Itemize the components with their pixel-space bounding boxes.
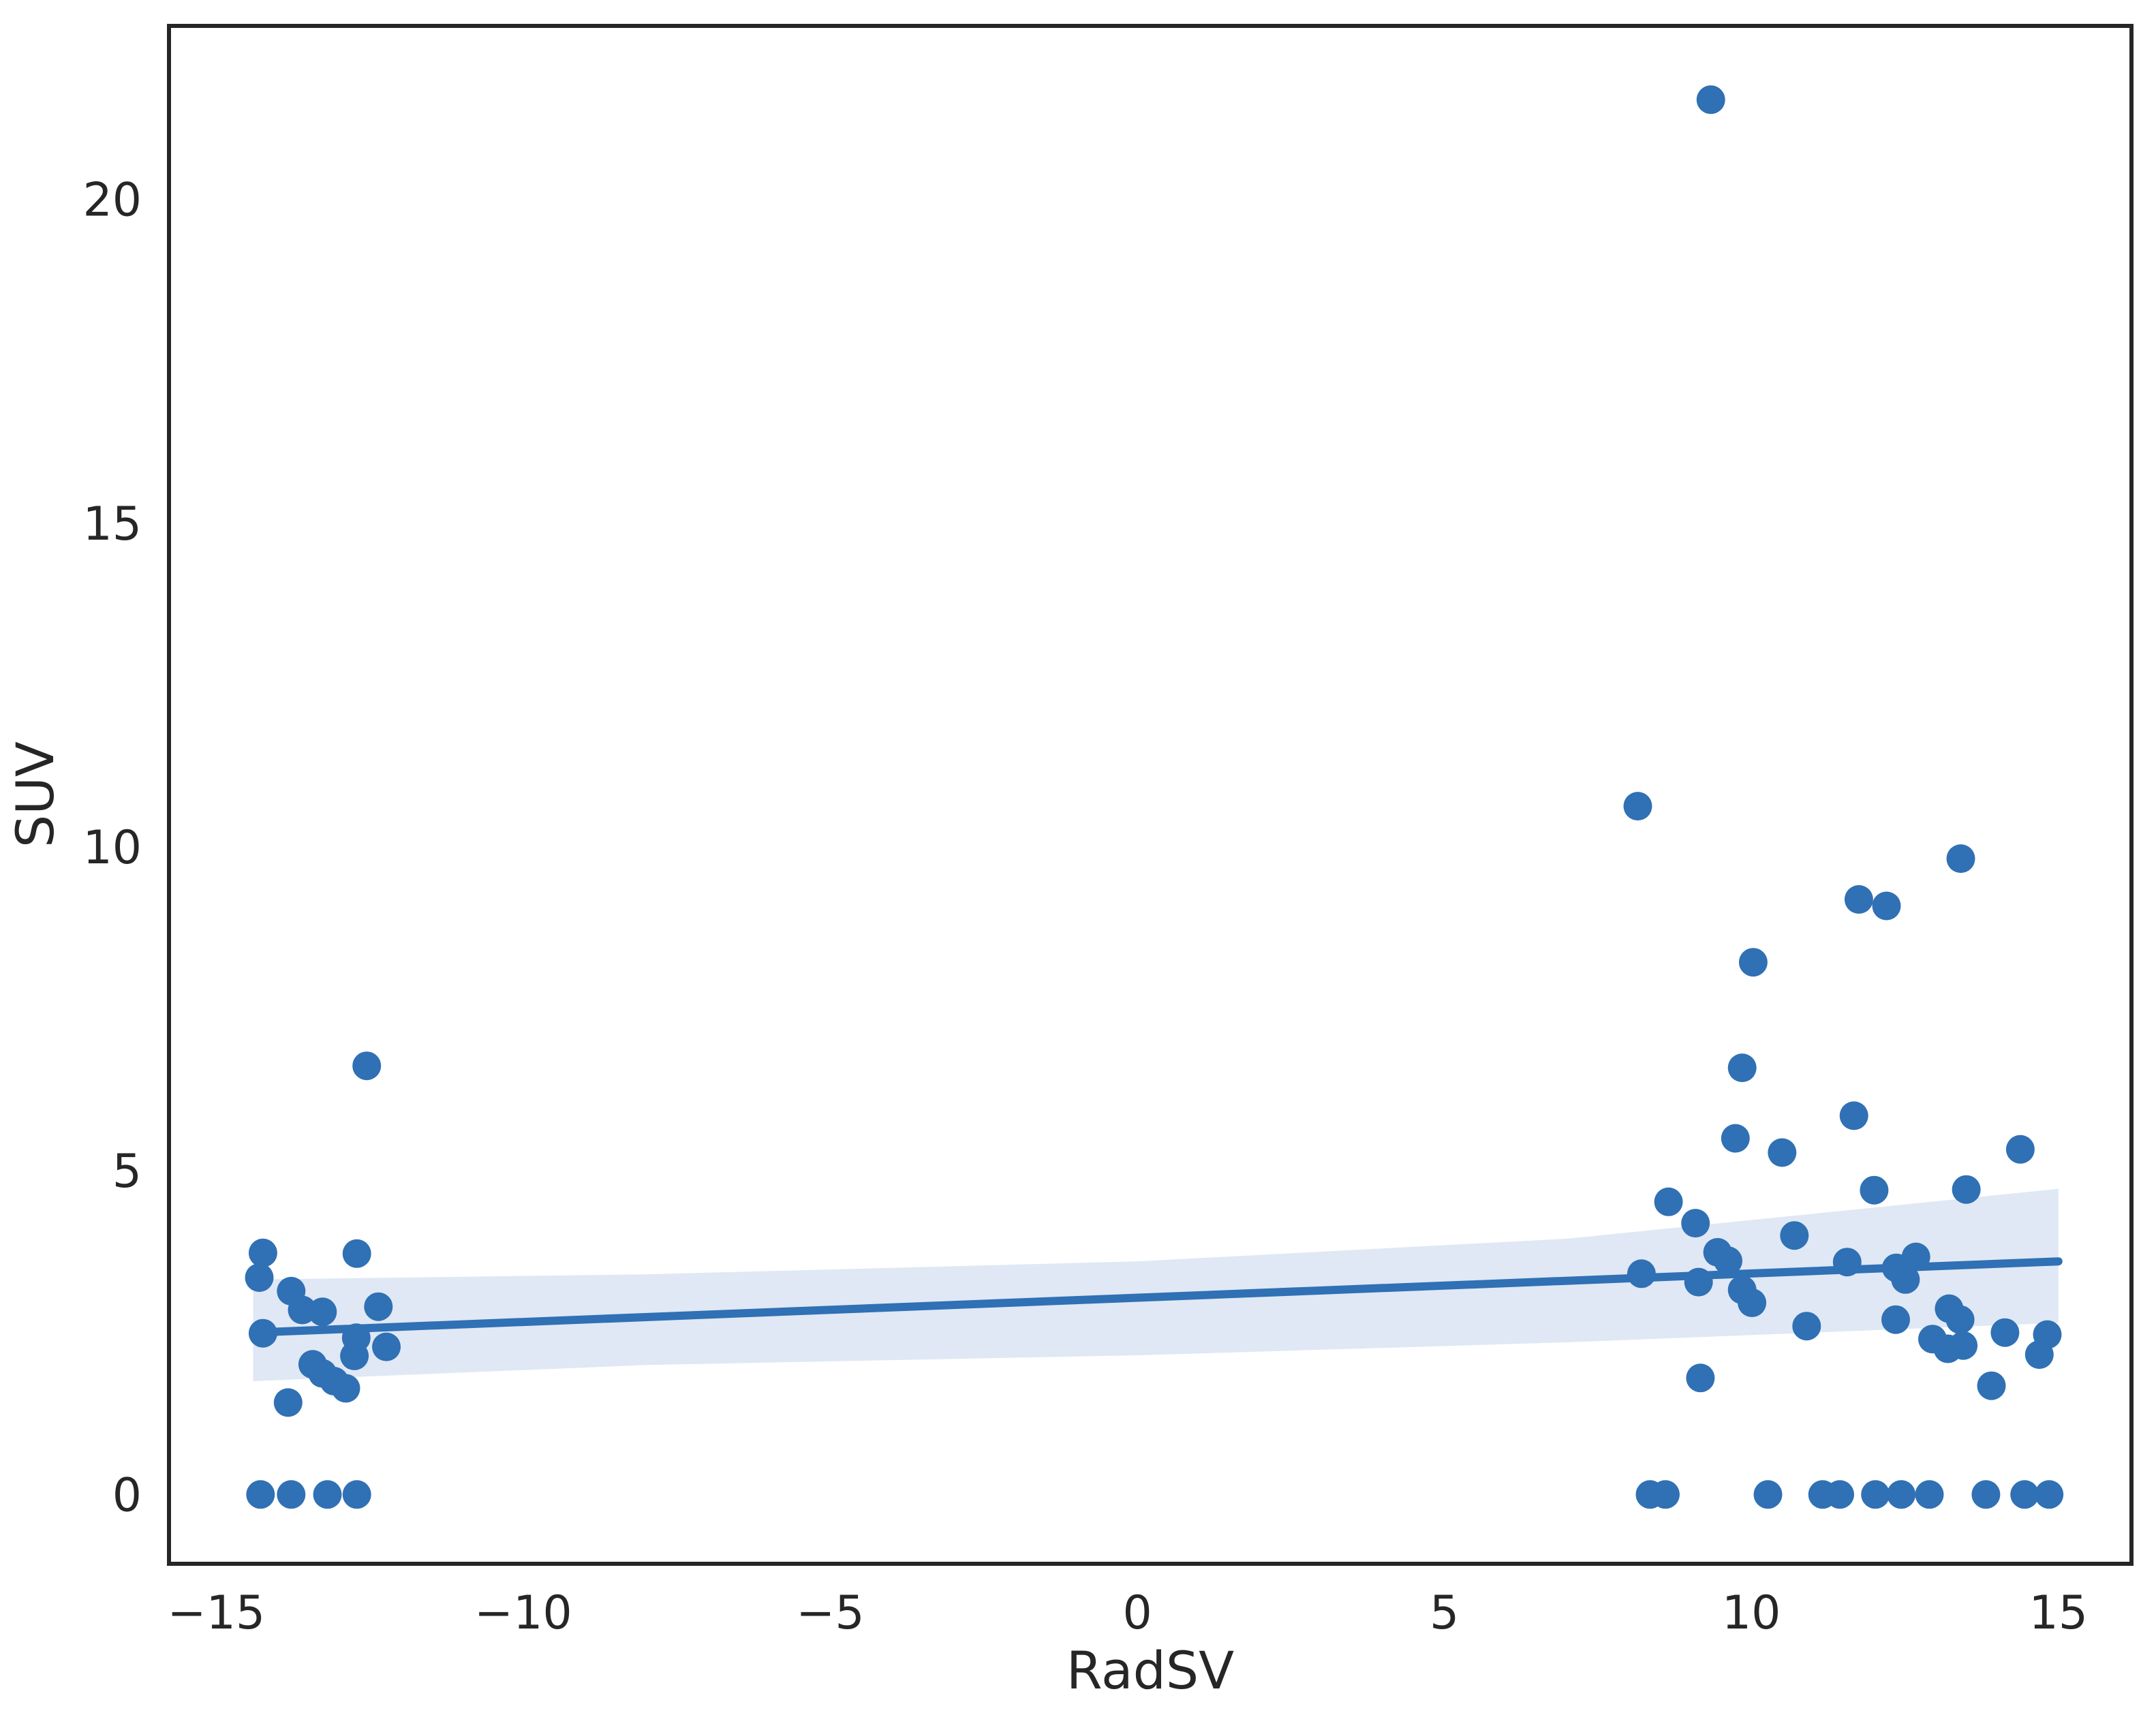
data-point [331,1374,360,1403]
y-tick-label: 10 [82,821,142,875]
x-axis-label: RadSV [1066,1640,1234,1701]
data-point [1861,1480,1890,1509]
data-point [273,1388,303,1417]
data-point [1872,891,1901,921]
y-tick-label: 15 [82,497,142,551]
data-point [2024,1340,2054,1369]
x-tick-label: −15 [168,1586,266,1640]
x-tick-label: 0 [1122,1586,1152,1640]
data-point [364,1292,393,1321]
data-point [2010,1480,2039,1509]
x-tick-label: −10 [474,1586,572,1640]
data-point [308,1297,337,1327]
data-point [1714,1246,1742,1276]
data-point [1832,1248,1862,1277]
data-point [248,1318,277,1348]
data-point [1915,1480,1944,1509]
x-tick-label: 10 [1722,1586,1781,1640]
data-point [1977,1371,2006,1400]
data-point [246,1480,275,1509]
data-point [1839,1101,1868,1130]
data-point [1826,1480,1854,1509]
y-axis-label: SUV [5,741,65,848]
data-point [372,1332,401,1361]
data-point [340,1341,369,1370]
confidence-band [253,1188,2059,1381]
y-tick-label: 5 [112,1145,142,1199]
y-tick-labels: 0 5 10 15 20 [82,174,142,1523]
data-point [1844,885,1873,914]
data-point [1768,1138,1797,1167]
data-point [1721,1124,1750,1153]
data-point [2035,1480,2064,1509]
data-point [1792,1312,1821,1341]
data-point [248,1238,277,1267]
data-point [245,1263,274,1292]
plot-border [167,24,2134,1566]
data-point [1881,1305,1910,1334]
data-point [1949,1331,1978,1360]
data-point [1738,948,1768,977]
x-tick-label: −5 [796,1586,864,1640]
data-point [1651,1480,1680,1509]
data-point [1952,1175,1981,1204]
data-points-layer [245,85,2064,1509]
data-point [1946,844,1975,874]
data-point [1887,1480,1916,1509]
data-point [1654,1187,1683,1216]
data-point [1696,85,1725,114]
data-point [342,1239,371,1268]
x-tick-labels: −15 −10 −5 0 5 10 15 [168,1586,2088,1640]
data-point [1945,1305,1975,1334]
data-point [1753,1480,1783,1509]
data-point [313,1480,342,1509]
data-point [1627,1259,1656,1288]
data-point [2005,1135,2035,1164]
x-tick-label: 5 [1430,1586,1459,1640]
data-point [1623,792,1652,821]
data-point [1727,1053,1757,1083]
y-tick-label: 0 [112,1468,142,1522]
y-tick-label: 20 [82,174,142,228]
data-point [1681,1209,1710,1238]
data-point [1686,1363,1715,1393]
data-point [1780,1221,1809,1250]
regression-line [249,1257,2063,1337]
data-point [1860,1175,1889,1205]
data-point [1738,1288,1767,1317]
x-tick-label: 15 [2029,1586,2089,1640]
data-point [1891,1265,1920,1294]
data-point [352,1051,382,1081]
data-point [1684,1267,1713,1297]
data-point [1971,1480,2001,1509]
data-point [277,1480,306,1509]
data-point [1990,1318,2020,1347]
data-point [342,1480,371,1509]
